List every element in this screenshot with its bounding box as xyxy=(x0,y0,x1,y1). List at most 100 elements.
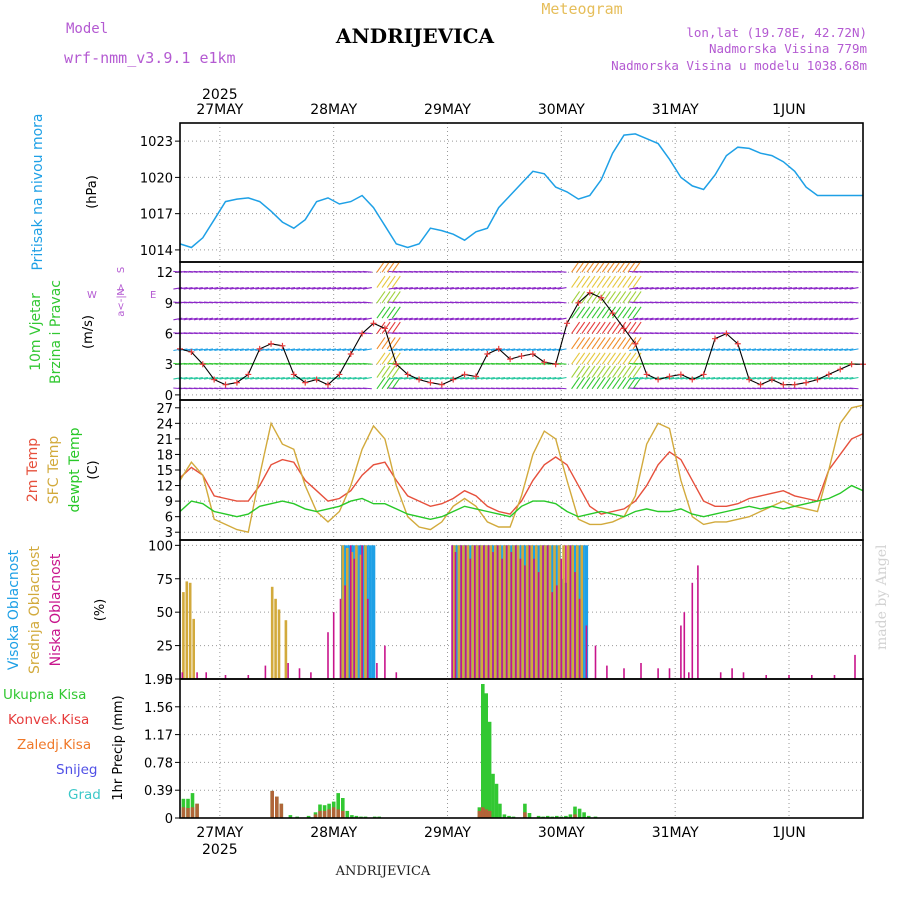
wind-barb xyxy=(777,287,787,290)
cloud-bar-low xyxy=(683,612,686,679)
y-tick-label: 100 xyxy=(148,539,173,554)
model-name: wrf-nmm_v3.9.1 e1km xyxy=(64,49,236,67)
wind-barb xyxy=(823,376,833,380)
wind-barb xyxy=(849,317,859,321)
wind-barb xyxy=(321,317,331,321)
wind-barb xyxy=(612,337,622,350)
footer-station: ANDRIJEVICA xyxy=(335,864,431,879)
cloud-bar-mid xyxy=(512,545,515,679)
wind-barb xyxy=(449,317,459,321)
y-tick-label: 18 xyxy=(156,448,173,463)
cloud-bar-low xyxy=(510,552,513,679)
wind-barb xyxy=(813,317,823,321)
wind-barb xyxy=(654,287,664,290)
wind-barb xyxy=(591,291,601,304)
wind-barb xyxy=(606,352,616,365)
wind-barb xyxy=(511,287,521,290)
gust-marker xyxy=(393,361,400,368)
wind-barb xyxy=(601,321,611,334)
cloud-bar-low xyxy=(565,545,567,679)
wind-barb xyxy=(660,348,670,352)
panel-3-axes: 0 25 50 75 100 xyxy=(148,539,863,688)
meteogram-subtitle: Meteogram xyxy=(541,0,622,18)
cloud-bar-low xyxy=(811,675,813,679)
wind-barb xyxy=(757,317,767,321)
cloud-bar-low xyxy=(788,675,790,679)
panel-4-frame xyxy=(179,678,864,819)
wind-barb xyxy=(834,376,844,380)
cloud-bar-low xyxy=(451,545,453,679)
wind-barb xyxy=(337,348,347,352)
wind-barb xyxy=(601,337,611,350)
wind-barb xyxy=(470,287,480,290)
wind-barb xyxy=(270,317,280,321)
gust-marker xyxy=(279,342,286,349)
wind-barb xyxy=(741,317,751,321)
y-tick-label: 0 xyxy=(165,389,173,404)
cloud-bar-mid xyxy=(274,598,277,679)
wind-barb xyxy=(731,287,741,290)
wind-barb xyxy=(596,337,606,350)
wind-barb xyxy=(793,376,803,380)
wind-barb xyxy=(198,348,208,352)
wind-barb xyxy=(398,317,408,321)
sfc-axis-label: SFC Temp xyxy=(46,436,62,505)
wind-barb xyxy=(788,376,798,380)
wind-barb xyxy=(362,332,372,335)
cloud-bar-low xyxy=(546,545,549,679)
wind-barb xyxy=(214,317,224,321)
wind-barb xyxy=(591,337,601,350)
precip-bar-total xyxy=(306,815,311,818)
cloud-bar-low xyxy=(496,545,499,679)
precip-bar-total xyxy=(498,803,502,818)
cloud-bar-low xyxy=(205,672,207,679)
cloud-bar-low xyxy=(697,565,699,679)
wind-barb xyxy=(501,317,511,321)
wind-barb xyxy=(782,287,792,290)
wind-barb xyxy=(537,348,547,352)
wind-barb xyxy=(516,317,526,321)
wind-barb xyxy=(721,376,731,380)
temp-unit-label: (C) xyxy=(86,460,101,479)
wind-barb xyxy=(403,287,413,290)
wind-barb xyxy=(496,348,506,352)
wind-barb xyxy=(726,376,736,380)
cloud-bar-low xyxy=(349,545,352,679)
y-tick-label: 1.56 xyxy=(144,701,173,716)
wind-barb xyxy=(586,376,596,390)
wind-barb xyxy=(444,376,454,380)
gust-marker xyxy=(825,371,832,378)
compass-n-label: N xyxy=(116,288,127,295)
wind-barb xyxy=(260,376,270,380)
wind-barb xyxy=(772,317,782,321)
cloud-bar-mid xyxy=(489,545,493,679)
low-cloud-axis-label: Niska Oblacnost xyxy=(48,553,64,666)
cloud-bar-low xyxy=(478,545,481,679)
gust-marker xyxy=(450,376,457,383)
wind-barb xyxy=(844,348,854,352)
wind-barb xyxy=(844,376,854,380)
wind-barb xyxy=(352,317,362,321)
cloud-bar-mid xyxy=(284,620,288,679)
cloud-bar-mid xyxy=(270,586,274,679)
wind-barb xyxy=(260,317,270,321)
wind-barb xyxy=(398,287,408,290)
wind-barb xyxy=(782,317,792,321)
wind-barb xyxy=(752,376,762,380)
gust-marker xyxy=(324,381,331,388)
cloud-bar-mid xyxy=(544,545,547,679)
wind-barb xyxy=(542,348,552,352)
wind-barb xyxy=(306,287,316,290)
wind-barb xyxy=(788,287,798,290)
wind-barb xyxy=(808,376,818,380)
wind-barb xyxy=(772,348,782,352)
wind-barb xyxy=(386,337,396,350)
gust-marker xyxy=(677,371,684,378)
wind-barb xyxy=(839,348,849,352)
wind-barb xyxy=(424,287,434,290)
wind-barb xyxy=(736,317,746,321)
wind-barb xyxy=(388,287,398,290)
precip-bar-total xyxy=(350,815,354,818)
gust-marker xyxy=(655,376,662,383)
wind-barb xyxy=(403,376,413,380)
